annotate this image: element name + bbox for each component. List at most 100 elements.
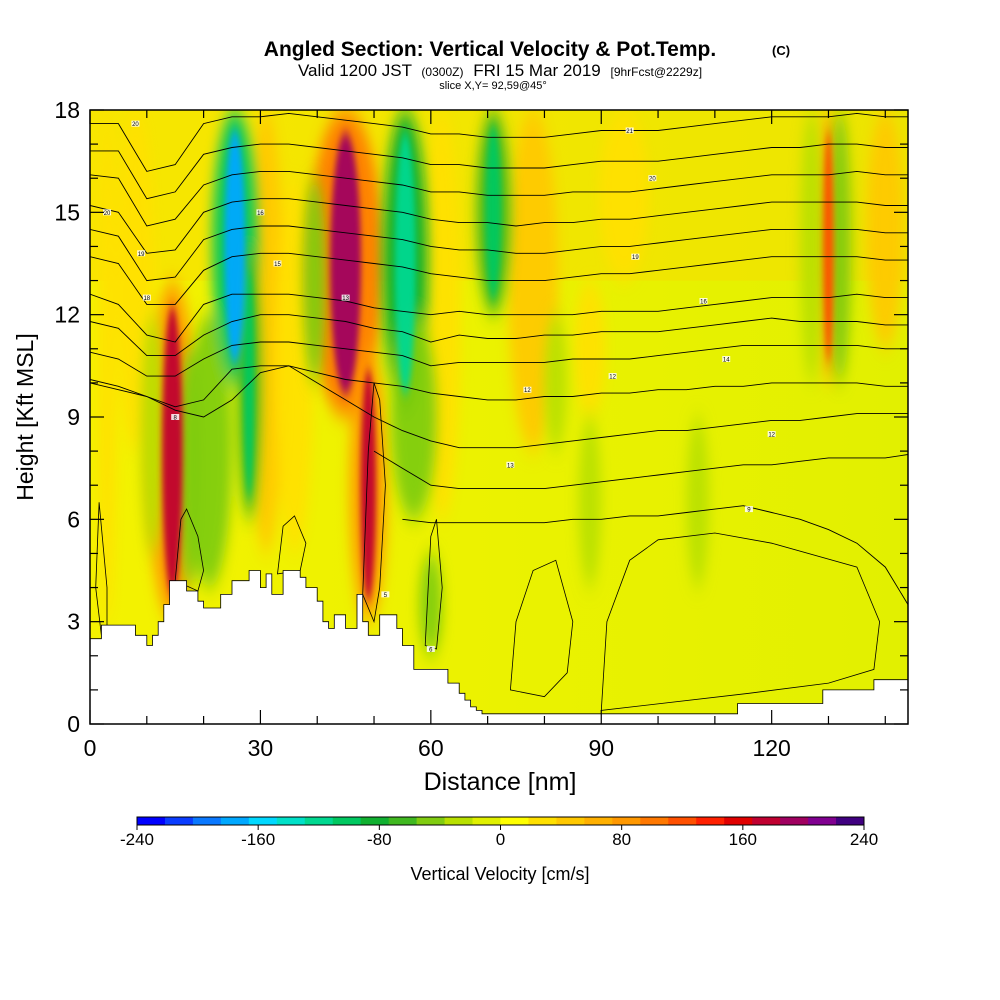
contour-label-9: 6 xyxy=(429,647,433,653)
subtitle-forecast: [9hrFcst@2229z] xyxy=(610,65,702,79)
contour-label-5: 15 xyxy=(274,262,281,268)
colorbar-swatch-21 xyxy=(724,817,753,825)
updraft-halo-0 xyxy=(97,110,117,622)
theta-contour-6 xyxy=(90,293,908,343)
updraft-core-6 xyxy=(360,369,377,602)
contour-label-bg-9 xyxy=(426,645,435,652)
contour-label-bg-6 xyxy=(256,209,265,216)
theta-contour-7 xyxy=(90,314,908,357)
updraft-halo-10 xyxy=(598,110,649,281)
contour-label-15: 12 xyxy=(768,433,775,439)
downdraft-halo-5 xyxy=(303,178,326,383)
colorbar-swatch-16 xyxy=(584,817,613,825)
contour-label-bg-19 xyxy=(506,461,515,468)
chart-title-mark: (C) xyxy=(772,43,790,58)
x-tick-label-90: 90 xyxy=(588,735,614,761)
updraft-halo-9 xyxy=(574,280,606,417)
colorbar-swatch-8 xyxy=(360,817,390,825)
colorbar-swatch-9 xyxy=(388,817,418,825)
theta-contour-9 xyxy=(90,365,908,408)
updraft-core-5 xyxy=(330,133,361,394)
colorbar-tick-label-160: 160 xyxy=(729,830,757,849)
colorbar-swatch-17 xyxy=(612,817,641,825)
contour-label-bg-14 xyxy=(722,356,731,363)
downdraft-halo-0 xyxy=(141,314,164,554)
downdraft-halo-14 xyxy=(828,110,852,383)
downdraft-halo-12 xyxy=(686,417,710,588)
y-tick-label-18: 18 xyxy=(54,97,80,123)
colorbar-tick-label--80: -80 xyxy=(367,830,392,849)
contour-label-bg-10 xyxy=(523,386,532,393)
contour-label-0: 20 xyxy=(132,122,139,128)
contour-label-8: 5 xyxy=(384,593,388,599)
colorbar-tick-label-80: 80 xyxy=(612,830,631,849)
contour-label-bg-17 xyxy=(699,298,708,305)
contour-label-3: 18 xyxy=(143,296,150,302)
theta-contour-2 xyxy=(90,170,908,227)
contour-label-bg-1 xyxy=(103,209,112,216)
theta-contour-0 xyxy=(90,112,908,172)
colorbar-swatch-23 xyxy=(780,817,809,825)
colorbar-swatch-24 xyxy=(808,817,837,825)
downdraft-core-3 xyxy=(224,130,246,363)
colorbar-swatch-3 xyxy=(220,817,250,825)
contour-label-bg-13 xyxy=(631,253,640,260)
theta-contour-5 xyxy=(90,252,908,305)
colorbar-swatch-22 xyxy=(752,817,781,825)
contour-label-bg-15 xyxy=(767,431,776,438)
contour-labels: 20 20 19 18 8 15 16 13 5 6 12 12 20 19 14 12 21 16 9 13 xyxy=(103,120,776,653)
contour-label-bg-7 xyxy=(341,294,350,301)
downdraft-halo-11 xyxy=(578,417,602,588)
contour-label-16: 21 xyxy=(626,129,633,135)
y-tick-label-6: 6 xyxy=(67,506,80,532)
colorbar-swatch-11 xyxy=(444,817,474,825)
chart-subtitle: Valid 1200 JST (0300Z) FRI 15 Mar 2019 [… xyxy=(298,61,702,80)
subtitle-valid: Valid 1200 JST xyxy=(298,61,412,80)
potential-temperature-contours xyxy=(90,112,908,605)
colorbar-swatch-20 xyxy=(696,817,725,825)
colorbar-tick-label-0: 0 xyxy=(496,830,505,849)
contour-label-13: 19 xyxy=(632,255,639,261)
colorbar-swatch-14 xyxy=(528,817,557,825)
y-axis-label: Height [Kft MSL] xyxy=(12,333,38,500)
downdraft-halo-13 xyxy=(800,110,823,383)
colorbar-swatch-1 xyxy=(164,817,194,825)
theta-contour-12 xyxy=(402,505,908,605)
x-tick-label-120: 120 xyxy=(752,735,790,761)
colorbar-swatch-18 xyxy=(640,817,669,825)
contour-label-7: 13 xyxy=(342,296,349,302)
colorbar-swatch-10 xyxy=(416,817,446,825)
plot-area: 20 20 19 18 8 15 16 13 5 6 12 12 20 19 14 12 21 16 9 13 xyxy=(90,110,908,724)
colorbar-swatch-0 xyxy=(137,817,166,825)
y-tick-label-9: 9 xyxy=(67,404,80,430)
contour-label-bg-18 xyxy=(744,506,753,513)
contour-label-bg-12 xyxy=(648,175,657,182)
y-axis-ticks: 0 3 6 9 12 15 18 xyxy=(54,97,908,737)
contour-label-bg-5 xyxy=(273,260,282,267)
contour-label-bg-4 xyxy=(171,414,180,420)
colorbar-tick-label--240: -240 xyxy=(120,830,154,849)
subtitle-date: FRI 15 Mar 2019 xyxy=(473,61,601,80)
y-tick-label-0: 0 xyxy=(67,711,80,737)
contour-label-10: 12 xyxy=(524,388,531,394)
chart-slice-label: slice X,Y= 92,59@45° xyxy=(439,80,547,92)
contour-label-11: 12 xyxy=(609,375,616,381)
contour-label-bg-16 xyxy=(625,127,634,134)
theta-contour-1 xyxy=(90,143,908,200)
colorbar-swatch-2 xyxy=(192,817,222,825)
updraft-core-2 xyxy=(162,306,183,597)
low-contour-5 xyxy=(509,559,574,698)
contour-label-1: 20 xyxy=(104,211,111,217)
contour-label-bg-0 xyxy=(131,120,140,127)
contour-label-4: 8 xyxy=(174,416,178,422)
colorbar-swatch-25 xyxy=(836,817,865,825)
x-tick-label-60: 60 xyxy=(418,735,444,761)
contour-label-6: 16 xyxy=(257,211,264,217)
contour-label-18: 9 xyxy=(747,508,751,514)
theta-contour-11 xyxy=(373,450,908,490)
contour-label-2: 19 xyxy=(138,252,145,258)
downdraft-halo-10 xyxy=(544,314,568,452)
theta-contour-10 xyxy=(90,365,908,449)
theta-contour-4 xyxy=(90,225,908,282)
colorbar-swatch-12 xyxy=(472,817,501,825)
